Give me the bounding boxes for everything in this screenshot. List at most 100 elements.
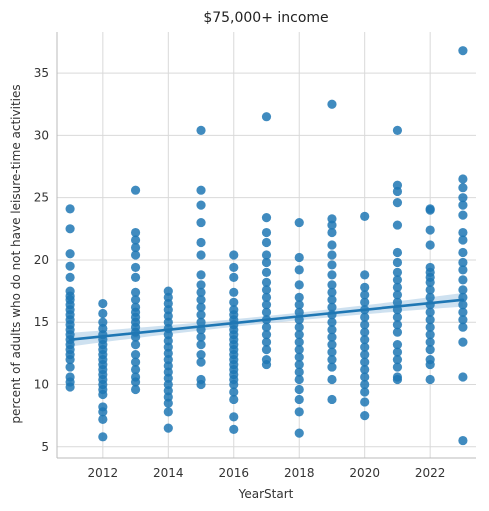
data-point xyxy=(294,428,304,438)
chart-title: $75,000+ income xyxy=(203,10,328,26)
data-point xyxy=(392,362,403,372)
data-point xyxy=(196,125,206,136)
data-point xyxy=(458,247,468,258)
data-point xyxy=(360,357,370,367)
data-point xyxy=(261,212,272,223)
data-point xyxy=(458,257,468,268)
data-point xyxy=(196,332,206,342)
data-point xyxy=(360,297,370,307)
data-point xyxy=(392,374,403,385)
data-point xyxy=(130,377,141,387)
data-point xyxy=(458,210,468,220)
data-point xyxy=(130,364,141,375)
y-tick-label: 20 xyxy=(34,253,49,267)
data-point xyxy=(392,297,403,307)
data-point xyxy=(261,112,272,122)
data-point xyxy=(196,217,206,228)
data-point xyxy=(425,359,435,370)
data-point xyxy=(261,237,272,248)
data-point xyxy=(360,312,370,322)
data-point xyxy=(392,275,403,285)
data-point xyxy=(98,432,108,442)
data-point xyxy=(392,340,403,350)
data-point xyxy=(294,300,304,310)
data-point xyxy=(458,307,468,317)
data-point xyxy=(294,322,304,332)
axes xyxy=(56,32,476,459)
data-point xyxy=(327,287,337,297)
data-point xyxy=(360,411,370,421)
x-tick-label: 2022 xyxy=(415,466,446,480)
data-point xyxy=(98,308,108,319)
data-point xyxy=(196,200,206,210)
data-point xyxy=(229,250,239,260)
data-point xyxy=(458,372,468,382)
data-point xyxy=(392,327,403,337)
data-point xyxy=(458,275,468,285)
data-point xyxy=(294,292,304,302)
data-point xyxy=(392,247,403,258)
data-point xyxy=(196,280,206,290)
data-point xyxy=(458,46,468,56)
data-point xyxy=(130,242,141,253)
data-point xyxy=(360,387,370,397)
data-point xyxy=(65,362,75,372)
data-point xyxy=(392,282,403,292)
data-point xyxy=(229,387,239,397)
data-point xyxy=(294,384,304,395)
data-point xyxy=(294,307,304,317)
data-point xyxy=(327,354,337,365)
data-point xyxy=(130,185,141,195)
data-point xyxy=(65,224,75,234)
data-point xyxy=(327,99,337,109)
data-point xyxy=(261,345,272,355)
data-point xyxy=(458,235,468,245)
data-point xyxy=(425,285,435,295)
data-point xyxy=(458,200,468,210)
data-point xyxy=(261,257,272,268)
regression-line xyxy=(68,298,465,341)
y-tick-label: 35 xyxy=(34,66,49,80)
data-point xyxy=(98,298,108,309)
data-point xyxy=(327,362,337,372)
data-point xyxy=(261,292,272,302)
data-point xyxy=(360,282,370,292)
data-point xyxy=(360,397,370,407)
data-point xyxy=(130,272,141,282)
data-point xyxy=(65,272,75,282)
data-point xyxy=(360,290,370,300)
data-point xyxy=(392,320,403,330)
data-point xyxy=(65,261,75,271)
data-point xyxy=(130,332,141,342)
data-point xyxy=(327,340,337,350)
data-point xyxy=(294,337,304,347)
data-point xyxy=(327,250,337,260)
data-point xyxy=(392,290,403,300)
data-point xyxy=(327,374,337,385)
data-point xyxy=(261,307,272,317)
data-point xyxy=(261,300,272,310)
data-point xyxy=(294,217,304,228)
data-point xyxy=(65,249,75,259)
data-point xyxy=(294,280,304,290)
data-point xyxy=(327,317,337,327)
data-point xyxy=(458,174,468,184)
data-point xyxy=(261,359,272,370)
data-point xyxy=(392,267,403,278)
data-point xyxy=(261,250,272,260)
data-point xyxy=(229,262,239,273)
data-point xyxy=(327,240,337,250)
data-point xyxy=(392,220,403,230)
data-point xyxy=(229,394,239,405)
data-point xyxy=(360,379,370,390)
data-point xyxy=(163,398,173,408)
data-point xyxy=(327,347,337,357)
data-point xyxy=(425,330,435,340)
data-point xyxy=(327,302,337,312)
data-point xyxy=(130,384,141,395)
data-point xyxy=(65,204,75,214)
data-point xyxy=(294,367,304,377)
data-point xyxy=(458,193,468,203)
data-point xyxy=(261,267,272,278)
